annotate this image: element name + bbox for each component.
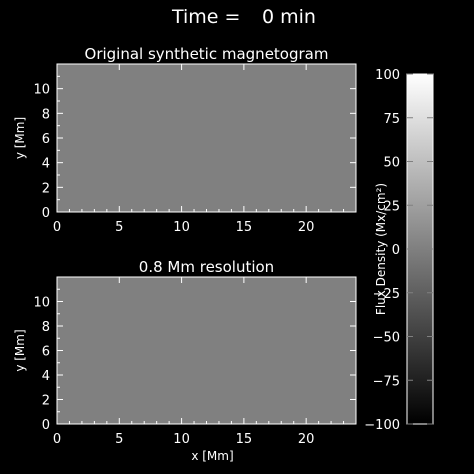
magnetogram-field	[57, 277, 356, 424]
x-tick-label: 5	[115, 220, 123, 235]
y-tick-label: 4	[42, 369, 50, 384]
colorbar-tick-label: 100	[375, 68, 400, 83]
y-tick-label: 2	[42, 394, 50, 409]
colorbar-tick-label: −25	[373, 287, 400, 302]
x-axis-label: x [Mm]	[191, 449, 233, 463]
y-tick-label: 0	[42, 418, 50, 433]
figure-header: Time = 0 min	[171, 6, 316, 28]
colorbar-tick-label: −50	[373, 331, 400, 346]
x-tick-label: 0	[53, 432, 61, 447]
time-label: Time =	[171, 6, 240, 28]
x-tick-label: 20	[298, 432, 315, 447]
y-axis-label: y [Mm]	[13, 117, 27, 159]
x-tick-label: 0	[53, 220, 61, 235]
panel-resolution: 0.8 Mm resolution 0 5 10 15 20 0 2 4 6 8 10 y [Mm] x …	[13, 258, 357, 463]
panel-original-magnetogram: Original synthetic magnetogram 0 5 10 15 20 0 2…	[13, 45, 357, 235]
colorbar-tick-label: 25	[383, 199, 400, 214]
y-tick-label: 4	[42, 157, 50, 172]
y-tick-label: 6	[42, 345, 50, 360]
y-tick-label: 0	[42, 206, 50, 221]
colorbar-tick-label: 75	[383, 112, 400, 127]
magnetogram-field	[57, 64, 356, 212]
panel-title: Original synthetic magnetogram	[85, 45, 329, 63]
y-tick-label: 8	[42, 107, 50, 122]
x-tick-label: 10	[173, 432, 190, 447]
x-tick-label: 20	[298, 220, 315, 235]
colorbar-tick-label: 50	[383, 156, 400, 171]
x-tick-label: 5	[115, 432, 123, 447]
time-value: 0 min	[262, 6, 316, 28]
y-tick-label: 8	[42, 320, 50, 335]
y-tick-label: 10	[33, 296, 50, 311]
y-tick-label: 2	[42, 181, 50, 196]
y-axis-label: y [Mm]	[13, 329, 27, 371]
x-tick-label: 15	[236, 220, 253, 235]
colorbar-tick-label: −100	[364, 418, 400, 433]
colorbar-label: Flux Density (Mx/cm²)	[374, 183, 388, 315]
colorbar: 100 75 50 25 0 −25 −50 −75 −100 Flux Density (Mx/…	[364, 68, 434, 433]
x-tick-label: 10	[173, 220, 190, 235]
y-tick-label: 6	[42, 132, 50, 147]
x-tick-label: 15	[236, 432, 253, 447]
colorbar-tick-label: −75	[373, 374, 400, 389]
panel-title: 0.8 Mm resolution	[139, 258, 274, 276]
y-tick-label: 10	[33, 83, 50, 98]
colorbar-tick-label: 0	[392, 243, 400, 258]
